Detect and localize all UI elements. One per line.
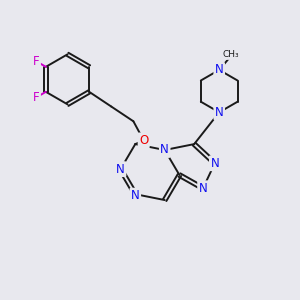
- Text: N: N: [160, 143, 169, 157]
- Text: O: O: [139, 134, 148, 147]
- Text: F: F: [33, 55, 40, 68]
- Text: F: F: [33, 91, 40, 104]
- Text: N: N: [215, 63, 224, 76]
- Text: N: N: [131, 189, 140, 202]
- Text: N: N: [199, 182, 207, 195]
- Text: N: N: [116, 163, 125, 176]
- Text: N: N: [210, 157, 219, 170]
- Text: CH₃: CH₃: [222, 50, 239, 59]
- Text: N: N: [215, 106, 224, 119]
